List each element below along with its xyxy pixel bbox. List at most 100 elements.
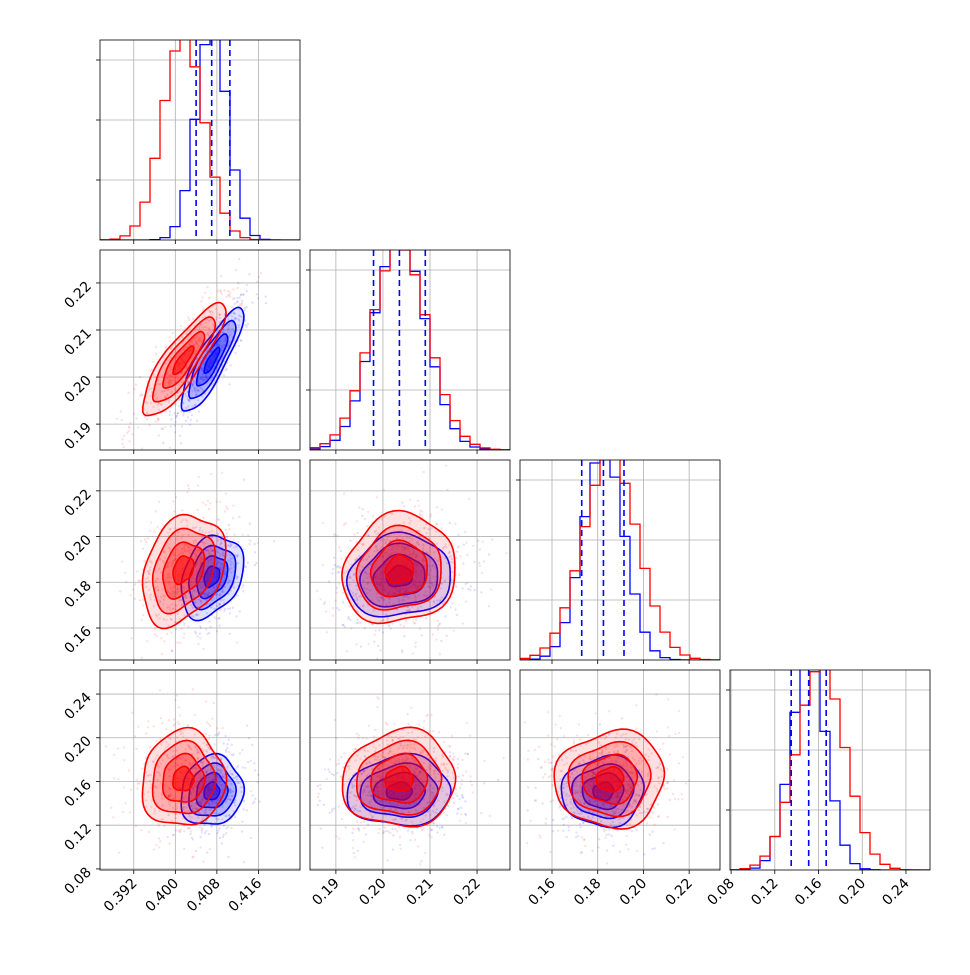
scatter-point: [360, 645, 362, 647]
scatter-point: [141, 657, 143, 659]
scatter-point: [169, 842, 171, 844]
scatter-point: [481, 572, 483, 574]
scatter-point: [317, 793, 319, 795]
scatter-point: [358, 828, 360, 830]
scatter-point: [343, 752, 345, 754]
scatter-point: [226, 747, 228, 749]
scatter-point: [357, 850, 359, 852]
scatter-point: [651, 811, 653, 813]
scatter-point: [208, 738, 210, 740]
scatter-point: [248, 273, 250, 275]
scatter-point: [206, 721, 208, 723]
density-content: [98, 472, 275, 673]
scatter-point: [446, 635, 448, 637]
scatter-point: [582, 822, 584, 824]
scatter-point: [169, 446, 171, 448]
scatter-point: [192, 838, 194, 840]
scatter-point: [185, 420, 187, 422]
scatter-point: [473, 589, 475, 591]
scatter-point: [385, 830, 387, 832]
scatter-point: [231, 306, 233, 308]
scatter-point: [488, 553, 490, 555]
scatter-point: [281, 826, 283, 828]
scatter-point: [209, 626, 211, 628]
scatter-point: [135, 384, 137, 386]
scatter-point: [154, 633, 156, 635]
scatter-point: [175, 496, 177, 498]
scatter-point: [168, 719, 170, 721]
scatter-point: [120, 410, 122, 412]
scatter-point: [341, 818, 343, 820]
scatter-point: [316, 590, 318, 592]
scatter-point: [608, 833, 610, 835]
scatter-point: [241, 749, 243, 751]
scatter-point: [242, 590, 244, 592]
scatter-point: [208, 508, 210, 510]
scatter-point: [428, 834, 430, 836]
scatter-point: [204, 832, 206, 834]
scatter-point: [161, 722, 163, 724]
scatter-point: [208, 297, 210, 299]
scatter-point: [331, 808, 333, 810]
scatter-point: [443, 741, 445, 743]
scatter-point: [252, 802, 254, 804]
scatter-point: [322, 522, 324, 524]
scatter-point: [243, 861, 245, 863]
scatter-point: [319, 784, 321, 786]
scatter-point: [358, 506, 360, 508]
scatter-point: [336, 772, 338, 774]
scatter-point: [301, 589, 303, 591]
scatter-point: [673, 828, 675, 830]
scatter-point: [219, 837, 221, 839]
scatter-point: [651, 831, 653, 833]
scatter-point: [413, 622, 415, 624]
scatter-point: [142, 614, 144, 616]
scatter-point: [619, 851, 621, 853]
scatter-point: [201, 827, 203, 829]
scatter-point: [378, 832, 380, 834]
scatter-point: [460, 783, 462, 785]
scatter-point: [130, 789, 132, 791]
scatter-point: [141, 448, 143, 450]
scatter-point: [208, 833, 210, 835]
scatter-point: [409, 839, 411, 841]
scatter-point: [328, 771, 330, 773]
scatter-point: [241, 830, 243, 832]
scatter-point: [631, 830, 633, 832]
scatter-point: [236, 287, 238, 289]
scatter-point: [146, 418, 148, 420]
scatter-point: [386, 859, 388, 861]
scatter-point: [191, 414, 193, 416]
scatter-point: [223, 610, 225, 612]
panel-hist-2: [516, 446, 720, 660]
scatter-point: [362, 841, 364, 843]
scatter-point: [152, 667, 154, 669]
density-content: [95, 688, 260, 884]
scatter-point: [123, 446, 125, 448]
scatter-point: [291, 637, 293, 639]
scatter-point: [469, 589, 471, 591]
hist-red: [310, 249, 510, 451]
scatter-point: [147, 537, 149, 539]
scatter-point: [452, 758, 454, 760]
scatter-point: [188, 488, 190, 490]
scatter-point: [430, 836, 432, 838]
scatter-point: [209, 502, 211, 504]
scatter-point: [199, 846, 201, 848]
scatter-point: [415, 642, 417, 644]
scatter-point: [469, 780, 471, 782]
scatter-point: [384, 827, 386, 829]
scatter-point: [470, 585, 472, 587]
scatter-point: [391, 828, 393, 830]
scatter-point: [245, 566, 247, 568]
scatter-point: [247, 761, 249, 763]
scatter-point: [464, 752, 466, 754]
scatter-point: [206, 286, 208, 288]
scatter-point: [228, 383, 230, 385]
scatter-point: [179, 642, 181, 644]
scatter-point: [456, 551, 458, 553]
scatter-point: [177, 721, 179, 723]
scatter-point: [137, 666, 139, 668]
scatter-point: [232, 607, 234, 609]
scatter-point: [157, 822, 159, 824]
